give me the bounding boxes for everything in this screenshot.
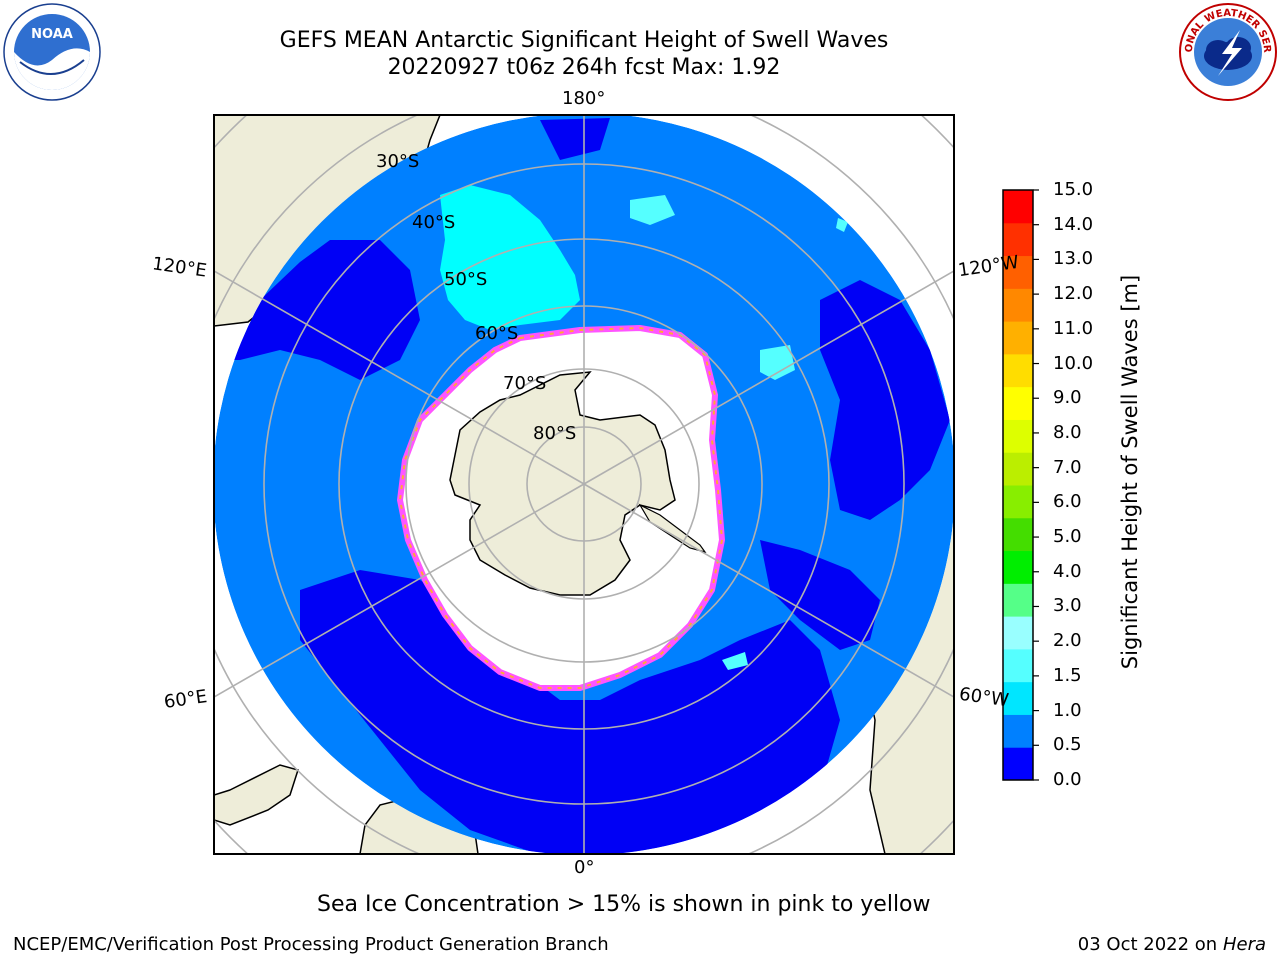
lat-label-60s: 60°S — [475, 323, 519, 344]
colorbar-tick-label: 13.0 — [1053, 248, 1094, 270]
low-swell-regions — [214, 118, 950, 854]
antarctica — [449, 371, 676, 596]
colorbar-label: Significant Height of Swell Waves [m] — [1118, 274, 1142, 670]
colorbar-swatch — [1003, 485, 1033, 519]
colorbar-swatch — [1003, 353, 1033, 388]
chart-subtitle: 20220927 t06z 264h fcst Max: 1.92 — [387, 55, 781, 80]
lat-label-40s: 40°S — [412, 212, 456, 233]
lat-label-70s: 70°S — [503, 373, 547, 394]
moderate-swell-regions — [440, 185, 580, 330]
colorbar-swatch — [1003, 288, 1033, 322]
lat-label-80s: 80°S — [533, 423, 577, 444]
colorbar-swatch — [1003, 747, 1033, 781]
lon-label-180: 180° — [562, 88, 606, 109]
colorbar-tick-label: 11.0 — [1053, 317, 1094, 339]
colorbar-tick-label: 3.0 — [1053, 595, 1082, 617]
colorbar — [1002, 189, 1039, 781]
colorbar-swatch — [1003, 255, 1033, 289]
colorbar-tick-label: 15.0 — [1053, 179, 1094, 200]
colorbar-swatch — [1003, 616, 1033, 650]
footer-date-text: 03 Oct 2022 on — [1077, 934, 1218, 955]
colorbar-tick-label: 1.0 — [1053, 699, 1082, 721]
colorbar-swatch — [1003, 419, 1033, 453]
colorbar-tick-label: 2.0 — [1053, 630, 1082, 652]
footer-credit: NCEP/EMC/Verification Post Processing Pr… — [13, 934, 609, 955]
colorbar-swatch — [1003, 321, 1033, 355]
colorbar-swatch — [1003, 648, 1033, 683]
colorbar-swatch — [1003, 583, 1033, 617]
chart-title: GEFS MEAN Antarctic Significant Height o… — [279, 28, 889, 53]
footer-host: Hera — [1222, 934, 1266, 955]
svg-text:NOAA: NOAA — [31, 27, 73, 42]
colorbar-swatch — [1003, 222, 1033, 257]
colorbar-tick-label: 0.0 — [1053, 769, 1082, 790]
lat-label-30s: 30°S — [376, 151, 420, 172]
colorbar-tick-label: 9.0 — [1053, 387, 1082, 409]
colorbar-tick-label: 5.0 — [1053, 526, 1082, 548]
nws-logo: NATIONAL WEATHER SERVICE — [1178, 2, 1277, 101]
colorbar-swatch — [1003, 190, 1033, 224]
colorbar-tick-label: 8.0 — [1053, 421, 1082, 443]
noaa-logo: NOAA — [3, 3, 101, 101]
colorbar-swatch — [1003, 681, 1033, 715]
colorbar-tick-label: 1.5 — [1053, 664, 1082, 686]
colorbar-tick-label: 14.0 — [1053, 213, 1094, 235]
caption: Sea Ice Concentration > 15% is shown in … — [317, 892, 931, 917]
colorbar-tick-label: 6.0 — [1053, 491, 1082, 513]
colorbar-tick-label: 0.5 — [1053, 734, 1082, 756]
footer-date: 03 Oct 2022 on Hera — [1078, 934, 1266, 955]
colorbar-swatch — [1003, 550, 1033, 584]
colorbar-swatch — [1003, 517, 1033, 552]
colorbar-swatch — [1003, 714, 1033, 748]
lat-label-50s: 50°S — [444, 269, 488, 290]
colorbar-frame — [1002, 189, 1034, 781]
colorbar-tick-label: 10.0 — [1053, 352, 1094, 374]
lon-label-0: 0° — [574, 857, 595, 878]
colorbar-tick-label: 7.0 — [1053, 456, 1082, 478]
colorbar-swatch — [1003, 386, 1033, 420]
colorbar-tick-label: 12.0 — [1053, 283, 1094, 305]
colorbar-swatch — [1003, 452, 1033, 486]
colorbar-tick-label: 4.0 — [1053, 560, 1082, 582]
